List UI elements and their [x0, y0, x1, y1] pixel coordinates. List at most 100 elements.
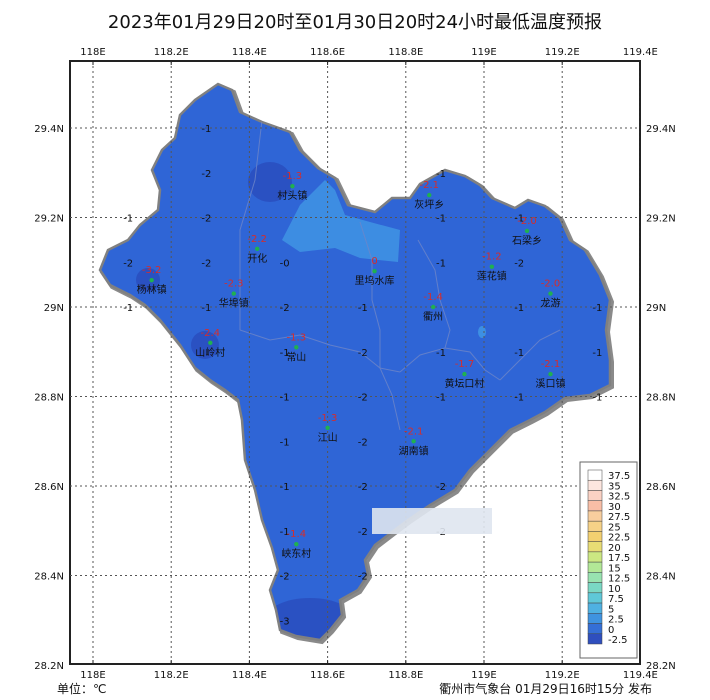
grid-value: -2	[201, 258, 211, 269]
legend-swatch	[587, 500, 603, 512]
lat-tick-left: 28.4N	[34, 572, 64, 583]
lon-tick-bottom: 118.2E	[154, 670, 189, 681]
legend-label: 17.5	[608, 553, 630, 564]
lon-tick-bottom: 119.2E	[545, 670, 580, 681]
legend-swatch	[587, 479, 603, 491]
grid-value: -1	[436, 169, 446, 180]
station-value: -2.1	[420, 180, 440, 191]
lat-tick-left: 29N	[44, 303, 64, 314]
station-name: 江山	[318, 432, 338, 444]
station-value: -2.0	[517, 216, 537, 227]
grid-value: -2	[358, 482, 368, 493]
station-name: 村头镇	[277, 189, 307, 202]
station-name: 溪口镇	[535, 377, 565, 390]
legend-swatch	[587, 551, 603, 563]
station: -2.2 开化	[247, 234, 267, 265]
station-value: -1.3	[318, 413, 338, 424]
grid-value: -1	[592, 393, 602, 404]
grid-value: -1	[436, 348, 446, 359]
station-value: -3.2	[142, 265, 162, 276]
station: -1.4 峡东村	[281, 529, 311, 560]
graticule	[70, 61, 640, 664]
legend-swatch	[587, 531, 603, 542]
grid-value: -2	[514, 258, 524, 269]
station: 0 里坞水库	[355, 256, 395, 287]
legend-label: 10	[608, 584, 621, 595]
lon-tick-bottom: 118.6E	[310, 670, 345, 681]
station-name: 湖南镇	[399, 444, 429, 457]
map-title: 2023年01月29日20时至01月30日20时24小时最低温度预报	[107, 12, 603, 33]
grid-value: -2	[436, 482, 446, 493]
lat-tick-right: 28.2N	[646, 661, 676, 672]
grid-value: -1	[436, 214, 446, 225]
station-value: -2.0	[541, 279, 561, 290]
grid-value: -1	[201, 124, 211, 135]
station-name: 黄坛口村	[444, 377, 484, 390]
lat-tick-left: 29.2N	[34, 214, 64, 225]
grid-value: -2	[280, 572, 290, 583]
grid-value: -2	[358, 348, 368, 359]
legend-label: 22.5	[608, 533, 630, 544]
legend-swatch	[587, 582, 603, 594]
station: -2.1 溪口镇	[535, 359, 565, 390]
legend-label: 35	[608, 481, 621, 492]
station-name: 莲花镇	[477, 270, 507, 283]
grid-value: -1	[436, 258, 446, 269]
lat-tick-right: 28.8N	[646, 393, 676, 404]
station: -2.1 灰坪乡	[414, 180, 444, 211]
station-value: -2.1	[541, 359, 561, 370]
station-dot	[548, 291, 553, 296]
station-dot	[255, 246, 260, 252]
lat-tick-left: 28.2N	[34, 661, 64, 672]
station: -2.0 石梁乡	[512, 216, 542, 247]
station: -1.3 常山	[286, 332, 306, 363]
grid-value: -1	[514, 303, 524, 314]
station: -1.4 衢州	[423, 292, 443, 323]
station-value: -2.3	[224, 279, 244, 290]
grid-value: -1	[123, 303, 133, 314]
lon-tick-top: 119.4E	[623, 47, 658, 58]
station-name: 龙游	[540, 297, 560, 310]
legend-swatch	[587, 541, 603, 553]
grid-value: -0	[280, 258, 290, 269]
legend-label: 5	[608, 604, 614, 615]
station-value: -1.3	[283, 171, 303, 182]
region	[98, 82, 615, 645]
grid-value: -1	[123, 214, 133, 225]
lon-tick-top: 118.4E	[232, 47, 267, 58]
lon-tick-bottom: 118E	[80, 670, 105, 681]
grid-value: -1	[436, 393, 446, 404]
station-value: -1.4	[287, 529, 307, 540]
lon-tick-bottom: 119.4E	[623, 670, 658, 681]
station-name: 常山	[286, 350, 306, 363]
station-value: -2.4	[201, 328, 221, 339]
legend-label: -2.5	[608, 635, 628, 646]
station-value: -1.3	[287, 332, 307, 343]
lon-tick-top: 118E	[80, 47, 105, 58]
station: -1.3 村头镇	[277, 171, 307, 202]
lat-tick-left: 29.4N	[34, 124, 64, 135]
legend-label: 27.5	[608, 512, 630, 523]
lat-tick-right: 29.4N	[646, 124, 676, 135]
legend-label: 15	[608, 563, 621, 574]
station-dot	[524, 228, 530, 234]
grid-value: -1	[280, 482, 290, 493]
station-dot	[430, 304, 436, 310]
grid-value: -1	[280, 527, 290, 538]
station-dot	[462, 371, 467, 377]
legend-swatch	[587, 613, 603, 624]
station-dot	[372, 269, 377, 274]
legend-swatch	[587, 572, 603, 583]
station-value: -1.4	[423, 292, 443, 303]
station: -1.7 黄坛口村	[444, 359, 484, 390]
station-name: 开化	[247, 252, 267, 265]
legend-label: 32.5	[608, 492, 630, 503]
station: -3.2 杨林镇	[137, 265, 167, 296]
station-value: 0	[371, 256, 377, 267]
grid-value: -2	[201, 169, 211, 180]
station-name: 里坞水库	[355, 274, 395, 287]
station-dot	[411, 439, 416, 444]
grid-value: -2	[358, 393, 368, 404]
lon-tick-top: 118.6E	[310, 47, 345, 58]
